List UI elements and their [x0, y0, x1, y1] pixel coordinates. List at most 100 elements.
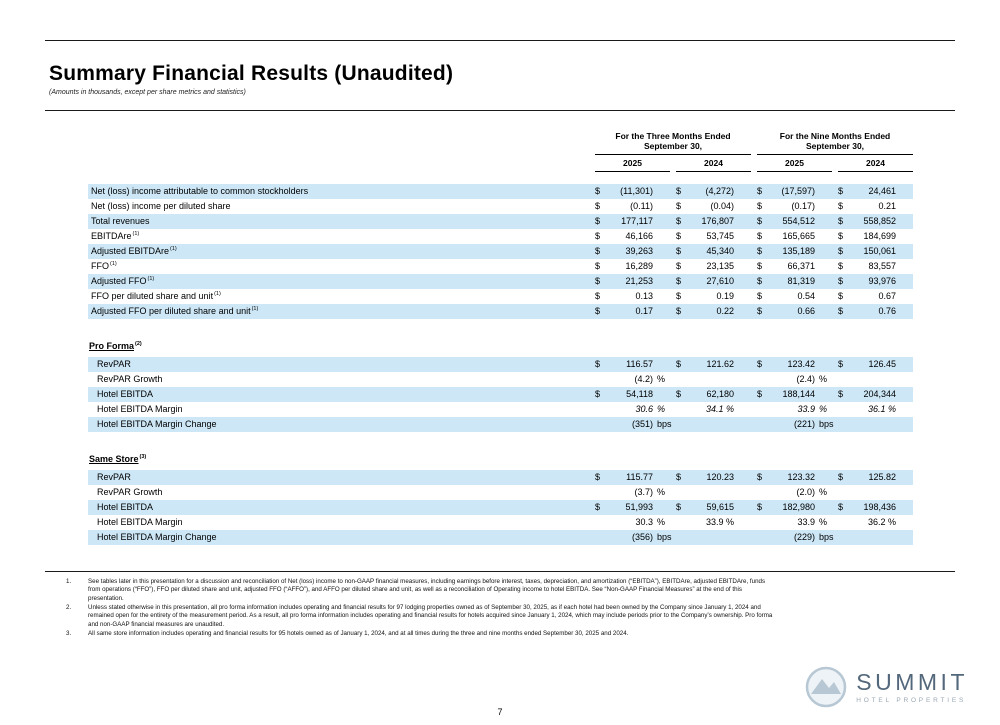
cell-value: 23,135: [706, 260, 734, 271]
value-cell: $ (17,597): [757, 185, 832, 196]
cell-suffix: [896, 277, 913, 286]
cell-value: 115.77: [626, 471, 653, 482]
value-cell: (2.4)%: [757, 374, 832, 384]
currency-symbol: $: [838, 501, 844, 512]
value-cell: $21,253: [595, 276, 670, 286]
currency-symbol: $: [676, 260, 682, 271]
currency-symbol: $: [676, 275, 682, 286]
cell-value: 33.9: [797, 516, 815, 527]
cell-suffix: [734, 518, 751, 527]
cell-value: 53,745: [706, 230, 734, 241]
cell-suffix: [653, 503, 670, 512]
footnote-2: 2. Unless stated otherwise in this prese…: [66, 604, 778, 629]
cell-suffix: [734, 277, 751, 286]
pro-forma-header: Pro Forma(2): [88, 341, 913, 351]
cell-suffix: [815, 307, 832, 316]
cell-suffix: [653, 360, 670, 369]
cell-suffix: [815, 473, 832, 482]
value-cell: $46,166: [595, 230, 670, 241]
value-cell: $0.54: [757, 290, 832, 301]
cell-suffix: [896, 503, 913, 512]
cell-value: 0.54: [797, 290, 815, 301]
currency-symbol: [757, 405, 770, 414]
cell-suffix: [653, 187, 670, 196]
cell-value: 0.22: [716, 305, 734, 316]
page-subtitle: (Amounts in thousands, except per share …: [49, 89, 246, 96]
currency-symbol: $: [838, 305, 844, 316]
currency-symbol: [757, 420, 770, 429]
cell-suffix: [653, 247, 670, 256]
value-cell: $54,118: [595, 389, 670, 399]
table-row: RevPAR Growth (3.7)% (2.0)%: [88, 485, 913, 500]
cell-value: 182,980: [782, 501, 815, 512]
value-cell: $150,061: [838, 246, 913, 256]
row-label: Hotel EBITDA Margin: [97, 516, 183, 527]
currency-symbol: [757, 518, 770, 527]
cell-value: (351): [631, 418, 653, 429]
value-cell: $116.57: [595, 359, 670, 369]
same-store-rows: RevPAR $115.77 $120.23 $123.32 $125.82 RevPAR…: [88, 469, 913, 545]
footnote-number: 3.: [66, 630, 72, 638]
cell-value: (11,301): [620, 185, 653, 196]
section-title: Same Store: [89, 453, 139, 464]
row-label: RevPAR: [97, 358, 131, 369]
cell-value: (17,597): [781, 185, 815, 196]
cell-suffix: bps: [819, 531, 834, 542]
cell-value: 123.42: [787, 358, 815, 369]
table-row: Total revenues $177,117 $176,807 $554,512 $5…: [88, 213, 913, 229]
top-divider: [45, 40, 955, 41]
cell-suffix: [815, 247, 832, 256]
cell-suffix: [734, 262, 751, 271]
value-cell: $123.32: [757, 472, 832, 482]
cell-value: 83,557: [868, 260, 896, 271]
cell-suffix: [653, 307, 670, 316]
currency-symbol: $: [676, 501, 682, 512]
cell-suffix: [896, 307, 913, 316]
value-cell: (2.0)%: [757, 486, 832, 497]
cell-suffix: [896, 262, 913, 271]
cell-suffix: %: [819, 486, 828, 497]
row-label: Adjusted EBITDAre(1): [91, 245, 177, 256]
value-cell: $66,371: [757, 261, 832, 271]
row-label: EBITDAre(1): [91, 230, 140, 241]
value-cell: $ (0.17): [757, 201, 832, 211]
table-row: Net (loss) income per diluted share $ (0.1…: [88, 199, 913, 214]
header-spacer: [88, 131, 595, 155]
cell-suffix: [734, 202, 751, 211]
col-group-three-months: For the Three Months Ended September 30,: [595, 131, 751, 156]
value-cell: $62,180: [676, 388, 751, 399]
cell-value: 30.6: [635, 403, 653, 414]
currency-symbol: $: [595, 305, 601, 316]
row-label: Hotel EBITDA Margin: [97, 403, 183, 414]
value-cell: $0.21: [838, 201, 913, 211]
cell-value: 51,993: [625, 501, 653, 512]
table-header-groups: For the Three Months Ended September 30,…: [88, 131, 913, 156]
cell-value: 16,289: [625, 260, 653, 271]
value-cell: $ (0.04): [676, 201, 751, 211]
value-cell: $135,189: [757, 246, 832, 256]
currency-symbol: $: [757, 388, 763, 399]
company-logo: SUMMIT HOTEL PROPERTIES: [804, 665, 968, 709]
value-cell: $27,610: [676, 275, 751, 286]
currency-symbol: $: [838, 471, 844, 482]
table-row: RevPAR $116.57 $121.62 $123.42 $126.45: [88, 356, 913, 372]
value-cell: $53,745: [676, 230, 751, 241]
value-cell: $188,144: [757, 388, 832, 399]
value-cell: $177,117: [595, 216, 670, 226]
currency-symbol: $: [838, 260, 844, 271]
cell-value: 62,180: [706, 388, 734, 399]
row-label: Hotel EBITDA: [97, 388, 154, 399]
cell-value: 554,512: [782, 215, 815, 226]
value-cell: $59,615: [676, 501, 751, 512]
currency-symbol: $: [838, 290, 844, 301]
row-label: Net (loss) income attributable to common…: [91, 185, 309, 196]
footnote-number: 1.: [66, 577, 72, 585]
footer-divider: [45, 570, 955, 572]
value-cell: $204,344: [838, 389, 913, 399]
value-cell: $0.13: [595, 291, 670, 301]
value-cell: $176,807: [676, 216, 751, 226]
currency-symbol: [838, 518, 851, 527]
footnote-ref: (1): [214, 290, 221, 297]
cell-value: 46,166: [625, 230, 653, 241]
cell-value: 27,610: [706, 275, 734, 286]
